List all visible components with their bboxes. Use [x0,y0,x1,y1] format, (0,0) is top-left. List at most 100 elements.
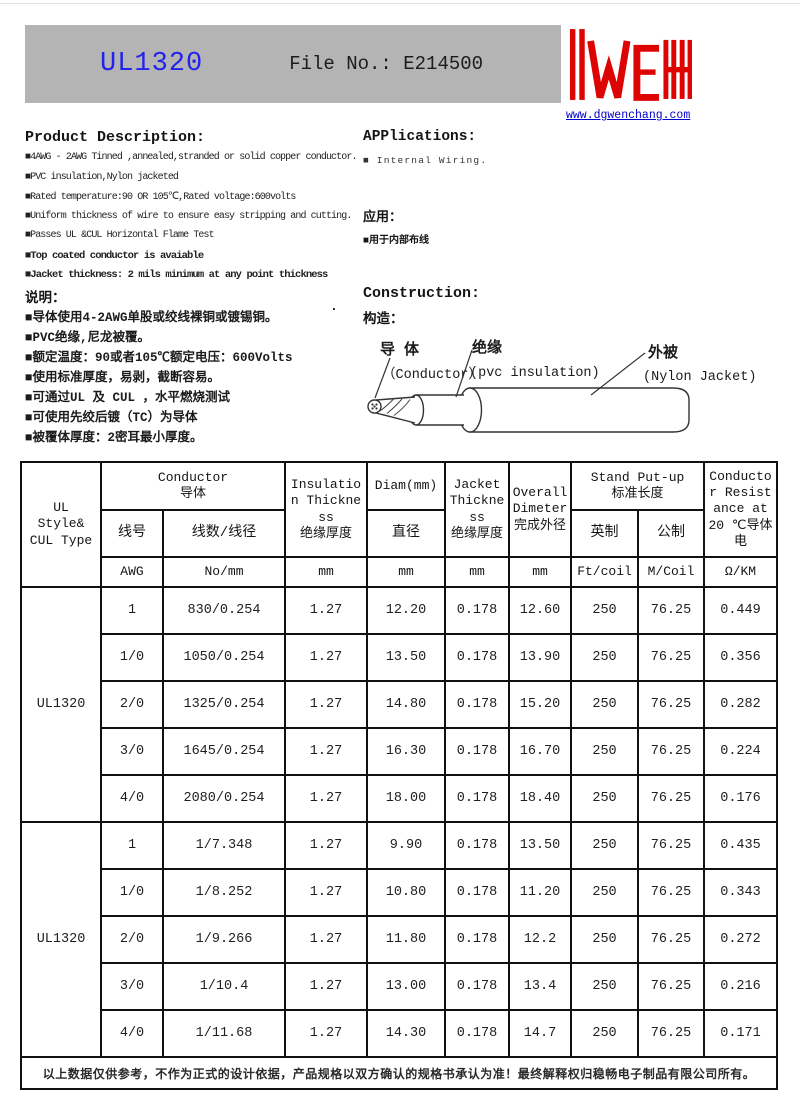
table-footer-row: 以上数据仅供参考，不作为正式的设计依据，产品规格以双方确认的规格书承认为准！最终… [20,1056,778,1090]
applications-title: APPlications: [363,129,477,145]
col-resistance: Conductor Resistance at 20 ℃导体电 [703,461,778,558]
data-cell: 12.20 [366,586,446,635]
ul-style-cell: UL1320 [20,586,102,823]
data-cell: 76.25 [637,586,705,635]
wch-logo-icon [569,29,692,101]
data-cell: 0.178 [444,915,510,964]
unit-cell: mm [508,556,572,588]
data-cell: 1 [100,586,164,635]
data-cell: 9.90 [366,821,446,870]
data-cell: 0.178 [444,633,510,682]
table-row: 2/0 1/9.266 1.27 11.80 0.178 12.2 250 76.25 0.27… [21,915,778,964]
data-cell: 250 [570,680,639,729]
construction-title: Construction: [363,285,481,302]
unit-cell: mm [366,556,446,588]
table-row: 4/0 2080/0.254 1.27 18.00 0.178 18.40 250 76.25… [21,774,778,823]
website-link[interactable]: www.dgwenchang.com [566,109,691,122]
jacket-label-en: (Nylon Jacket) [643,370,756,385]
col-metric: 公制 [637,509,705,558]
data-cell: 0.178 [444,962,510,1011]
data-cell: 0.178 [444,727,510,776]
col-strands: 线数/线径 [162,509,286,558]
data-cell: 13.00 [366,962,446,1011]
jacket-shape [469,387,690,433]
bullet-item: ■Passes UL &CUL Horizontal Flame Test [25,230,215,241]
table-row: 3/0 1645/0.254 1.27 16.30 0.178 16.70 250 76.25… [21,727,778,776]
data-cell: 1/9.266 [162,915,286,964]
data-cell: 250 [570,633,639,682]
col-conductor: Conductor 导体 [100,461,286,511]
applications-zh-item: ■用于内部布线 [363,236,430,247]
stray-dot: . [330,299,338,314]
data-cell: 250 [570,774,639,823]
data-cell: 250 [570,586,639,635]
data-cell: 1645/0.254 [162,727,286,776]
data-cell: 13.4 [508,962,572,1011]
data-cell: 1/0 [100,868,164,917]
data-cell: 12.60 [508,586,572,635]
data-cell: 14.30 [366,1009,446,1058]
bullet-item: ■Rated temperature:90 OR 105℃,Rated volt… [25,192,296,203]
col-insulation: Insulation Thickness 绝缘厚度 [284,461,368,558]
unit-cell: mm [284,556,368,588]
col-diam-zh: 直径 [366,509,446,558]
data-cell: 76.25 [637,962,705,1011]
jacket-label-zh: 外被 [647,343,679,362]
unit-cell: M/Coil [637,556,705,588]
data-cell: 18.00 [366,774,446,823]
data-cell: 250 [570,727,639,776]
col-ul-style: UL Style& CUL Type [20,461,102,588]
data-cell: 0.282 [703,680,778,729]
col-jacket: Jacket Thickness 绝缘厚度 [444,461,510,558]
unit-cell: AWG [100,556,164,588]
data-cell: 2/0 [100,915,164,964]
data-cell: 76.25 [637,868,705,917]
data-cell: 3/0 [100,962,164,1011]
conductor-label-zh: 导 体 [380,340,420,359]
bullet-item: ■4AWG - 2AWG Tinned ,annealed,stranded o… [25,152,357,163]
col-imperial: 英制 [570,509,639,558]
data-cell: 76.25 [637,821,705,870]
data-cell: 1/11.68 [162,1009,286,1058]
data-cell: 1.27 [284,586,368,635]
data-cell: 250 [570,821,639,870]
table-row: 1/0 1/8.252 1.27 10.80 0.178 11.20 250 76.25 0.3… [21,868,778,917]
data-cell: 1.27 [284,821,368,870]
data-cell: 0.171 [703,1009,778,1058]
data-cell: 0.356 [703,633,778,682]
product-description-title: Product Description: [25,129,206,146]
bullet-item-zh: ■可使用先绞后镀（TC）为导体 [25,411,198,425]
product-bullet-list: ■4AWG - 2AWG Tinned ,annealed,stranded o… [25,152,357,289]
data-cell: 0.178 [444,774,510,823]
data-cell: 1050/0.254 [162,633,286,682]
unit-cell: Ft/coil [570,556,639,588]
data-cell: 1.27 [284,727,368,776]
data-cell: 76.25 [637,774,705,823]
data-cell: 1.27 [284,868,368,917]
data-cell: 0.272 [703,915,778,964]
data-cell: 1/10.4 [162,962,286,1011]
product-code: UL1320 [100,49,204,79]
data-cell: 2/0 [100,680,164,729]
data-cell: 16.30 [366,727,446,776]
data-cell: 1 [100,821,164,870]
data-cell: 1.27 [284,633,368,682]
data-cell: 11.20 [508,868,572,917]
unit-cell: Ω/KM [703,556,778,588]
insulation-label-en: (pvc insulation) [470,366,600,381]
data-cell: 250 [570,868,639,917]
data-cell: 76.25 [637,727,705,776]
description-zh-title: 说明： [25,292,66,307]
data-cell: 250 [570,962,639,1011]
data-cell: 1/8.252 [162,868,286,917]
data-cell: 2080/0.254 [162,774,286,823]
data-cell: 1.27 [284,915,368,964]
construction-diagram: 导 体 （Conductor） 绝缘 (pvc insulation) 外被 (… [360,328,800,448]
data-cell: 18.40 [508,774,572,823]
bullet-item-zh: ■可通过UL 及 CUL ，水平燃烧测试 [25,391,231,405]
data-cell: 0.216 [703,962,778,1011]
col-wire-no: 线号 [100,509,164,558]
table-row: UL1320 1 830/0.254 1.27 12.20 0.178 12.60 250 76… [20,586,778,823]
data-cell: 1/7.348 [162,821,286,870]
